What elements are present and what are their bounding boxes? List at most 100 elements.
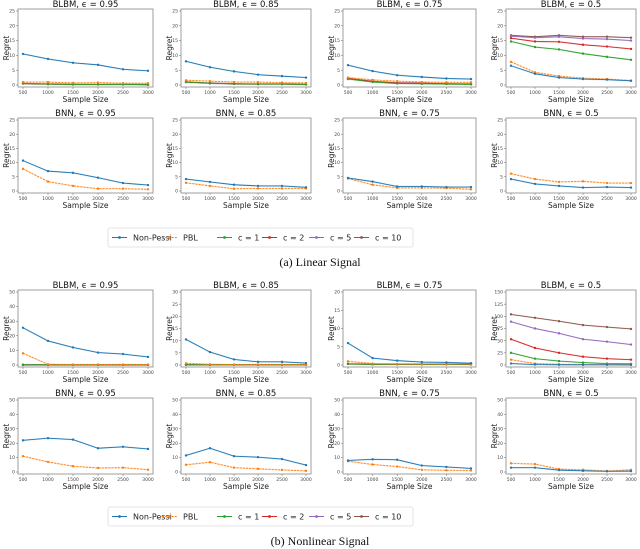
- data-point: [509, 34, 513, 38]
- y-tick-label: 25: [172, 118, 178, 124]
- data-point: [280, 187, 284, 190]
- data-point: [232, 187, 236, 190]
- y-axis-label: Regret: [165, 316, 174, 341]
- subplot-title: BNN, ϵ = 0.95: [55, 389, 116, 399]
- data-point: [605, 55, 609, 59]
- legend-item: PBL: [162, 234, 198, 243]
- data-point: [232, 363, 236, 366]
- data-point: [280, 360, 284, 364]
- x-tick-label: 3000: [625, 477, 637, 483]
- x-tick-label: 500: [19, 477, 28, 483]
- data-point: [21, 80, 25, 84]
- x-axis-label: Sample Size: [223, 201, 269, 210]
- series-c-5: [509, 34, 633, 42]
- data-point: [96, 363, 100, 366]
- plot-area: [342, 289, 477, 368]
- x-tick-label: 500: [182, 477, 191, 483]
- data-point: [71, 61, 75, 64]
- series-non-pessi: [346, 458, 473, 470]
- y-axis-label: Regret: [2, 143, 11, 168]
- x-tick-label: 2000: [577, 196, 589, 202]
- y-tick-label: 5: [12, 68, 15, 74]
- x-axis-label: Sample Size: [548, 375, 594, 384]
- y-tick-label: 15: [497, 146, 503, 152]
- data-point: [581, 186, 585, 189]
- data-point: [445, 81, 448, 84]
- y-tick-label: 10: [172, 338, 178, 344]
- data-point: [232, 183, 236, 186]
- subplot-title: BLBM, ϵ = 0.5: [541, 0, 601, 10]
- data-point: [232, 454, 236, 458]
- x-tick-label: 3000: [300, 196, 312, 202]
- legend-label: c = 10: [375, 234, 401, 243]
- x-tick-label: 2000: [252, 477, 264, 483]
- y-tick-label: 75: [497, 326, 503, 332]
- x-tick-label: 3000: [142, 90, 154, 96]
- data-point: [581, 355, 585, 358]
- y-tick-label: 20: [172, 314, 178, 320]
- series-non-pessi: [184, 177, 308, 189]
- subplot: BLBM, ϵ = 0.75 0 5 10 15 20 500 1000 1500 2000 250…: [327, 281, 477, 384]
- x-tick-label: 1000: [42, 477, 54, 483]
- y-tick-label: 0: [500, 363, 503, 369]
- data-point: [46, 57, 50, 61]
- data-point: [346, 459, 350, 462]
- series-c-2: [509, 338, 633, 361]
- data-point: [533, 363, 537, 366]
- data-point: [21, 454, 25, 458]
- data-point: [71, 346, 75, 349]
- series-line: [22, 327, 149, 358]
- x-tick-label: 2500: [601, 477, 613, 483]
- data-point: [232, 466, 236, 469]
- subplot-title: BNN, ϵ = 0.85: [216, 389, 277, 399]
- subplot: BNN, ϵ = 0.75 0 10 20 30 40 50 500 1000 1500 2000 2…: [327, 389, 477, 491]
- y-tick-label: 20: [9, 441, 15, 447]
- series-line: [510, 462, 632, 472]
- series-line: [23, 81, 148, 84]
- subplot: BLBM, ϵ = 0.75 0 5 10 15 20 25 500 1000 1500 2000 2…: [327, 0, 477, 104]
- data-point: [21, 352, 25, 355]
- x-axis-label: Sample Size: [223, 482, 269, 491]
- data-point: [581, 361, 585, 364]
- y-tick-label: 20: [9, 132, 15, 138]
- series-line: [185, 461, 307, 472]
- x-tick-label: 500: [507, 90, 516, 96]
- legend-item: c = 1: [217, 513, 259, 522]
- confidence-band: [511, 462, 631, 472]
- y-tick-label: 10: [172, 53, 178, 59]
- data-point: [146, 355, 150, 359]
- data-point: [256, 73, 260, 76]
- legend-label: PBL: [183, 513, 198, 522]
- subplot: BNN, ϵ = 0.5 0 10 20 30 40 50 500 1000 1500 2000 25…: [490, 389, 637, 491]
- subplot-title: BNN, ϵ = 0.75: [379, 109, 440, 119]
- x-tick-label: 1500: [553, 90, 565, 96]
- series-pbl: [184, 181, 308, 190]
- subplot-title: BNN, ϵ = 0.95: [55, 109, 116, 119]
- subplot: BLBM, ϵ = 0.95 0 10 20 30 40 50 500 1000 1500 2000…: [2, 281, 154, 384]
- y-tick-label: 15: [497, 38, 503, 44]
- y-tick-label: 20: [497, 23, 503, 29]
- data-point: [346, 176, 350, 180]
- y-tick-label: 0: [175, 189, 178, 195]
- data-point: [509, 60, 513, 64]
- y-tick-label: 10: [334, 160, 340, 166]
- y-tick-label: 10: [9, 348, 15, 354]
- y-tick-label: 0: [175, 470, 178, 476]
- plot-area: [180, 8, 312, 88]
- legend-item: c = 2: [262, 513, 304, 522]
- x-tick-label: 3000: [465, 90, 477, 96]
- data-point: [146, 188, 150, 191]
- subplot: BNN, ϵ = 0.75 0 5 10 15 20 25 500 1000 1500 2000 25…: [327, 109, 477, 210]
- series-line: [347, 78, 472, 85]
- y-tick-label: 0: [12, 83, 15, 89]
- x-axis-label: Sample Size: [387, 482, 433, 491]
- y-tick-label: 0: [175, 363, 178, 369]
- x-tick-label: 500: [507, 477, 516, 483]
- data-point: [21, 167, 25, 171]
- series-line: [347, 178, 472, 190]
- x-tick-label: 1000: [529, 477, 541, 483]
- series-line: [510, 321, 632, 346]
- y-axis-label: Regret: [165, 143, 174, 168]
- data-point: [304, 463, 308, 467]
